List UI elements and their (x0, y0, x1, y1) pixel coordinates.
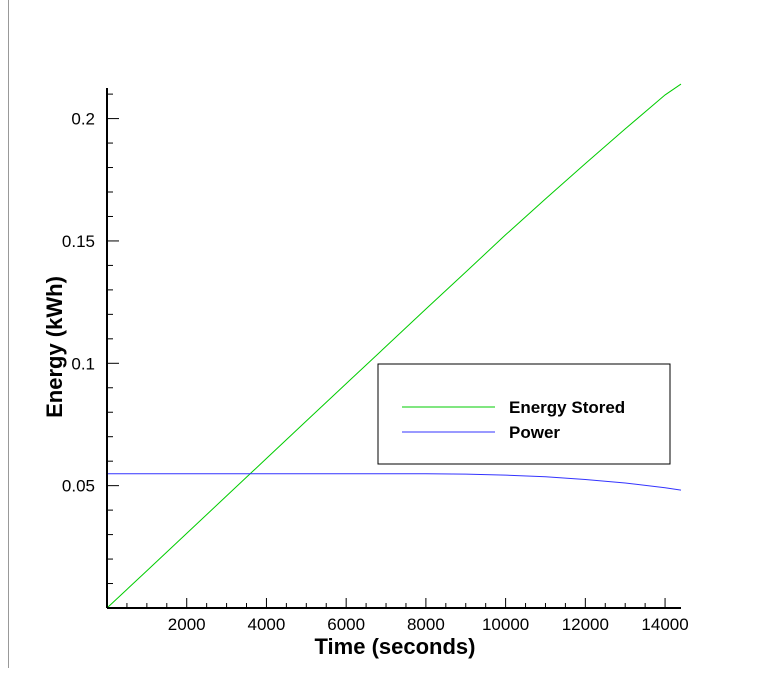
x-tick-label: 14000 (641, 615, 688, 634)
legend-box (377, 363, 671, 465)
x-axis-title: Time (seconds) (315, 634, 476, 659)
x-tick-label: 4000 (248, 615, 286, 634)
y-tick-label: 0.05 (62, 477, 95, 496)
legend-label-power: Power (509, 423, 560, 442)
legend-label-energy-stored: Energy Stored (509, 398, 625, 417)
frame-border-line (8, 0, 9, 668)
x-tick-label: 8000 (407, 615, 445, 634)
x-tick-label: 6000 (327, 615, 365, 634)
y-tick-label: 0.2 (71, 110, 95, 129)
series-line-energy-stored (106, 83, 682, 609)
y-axis-title: Energy (kWh) (42, 276, 67, 418)
x-tick-label: 12000 (562, 615, 609, 634)
legend: Energy Stored Power (377, 363, 671, 465)
series-layer (106, 83, 682, 609)
ticks-layer: 2000 4000 6000 8000 10000 12000 14000 0.05 0.1 0.… (62, 93, 689, 634)
y-tick-label: 0.15 (62, 232, 95, 251)
series-line-power (107, 473, 682, 491)
y-tick-label: 0.1 (71, 354, 95, 373)
axes-layer (106, 88, 681, 609)
x-tick-label: 2000 (168, 615, 206, 634)
x-tick-label: 10000 (482, 615, 529, 634)
